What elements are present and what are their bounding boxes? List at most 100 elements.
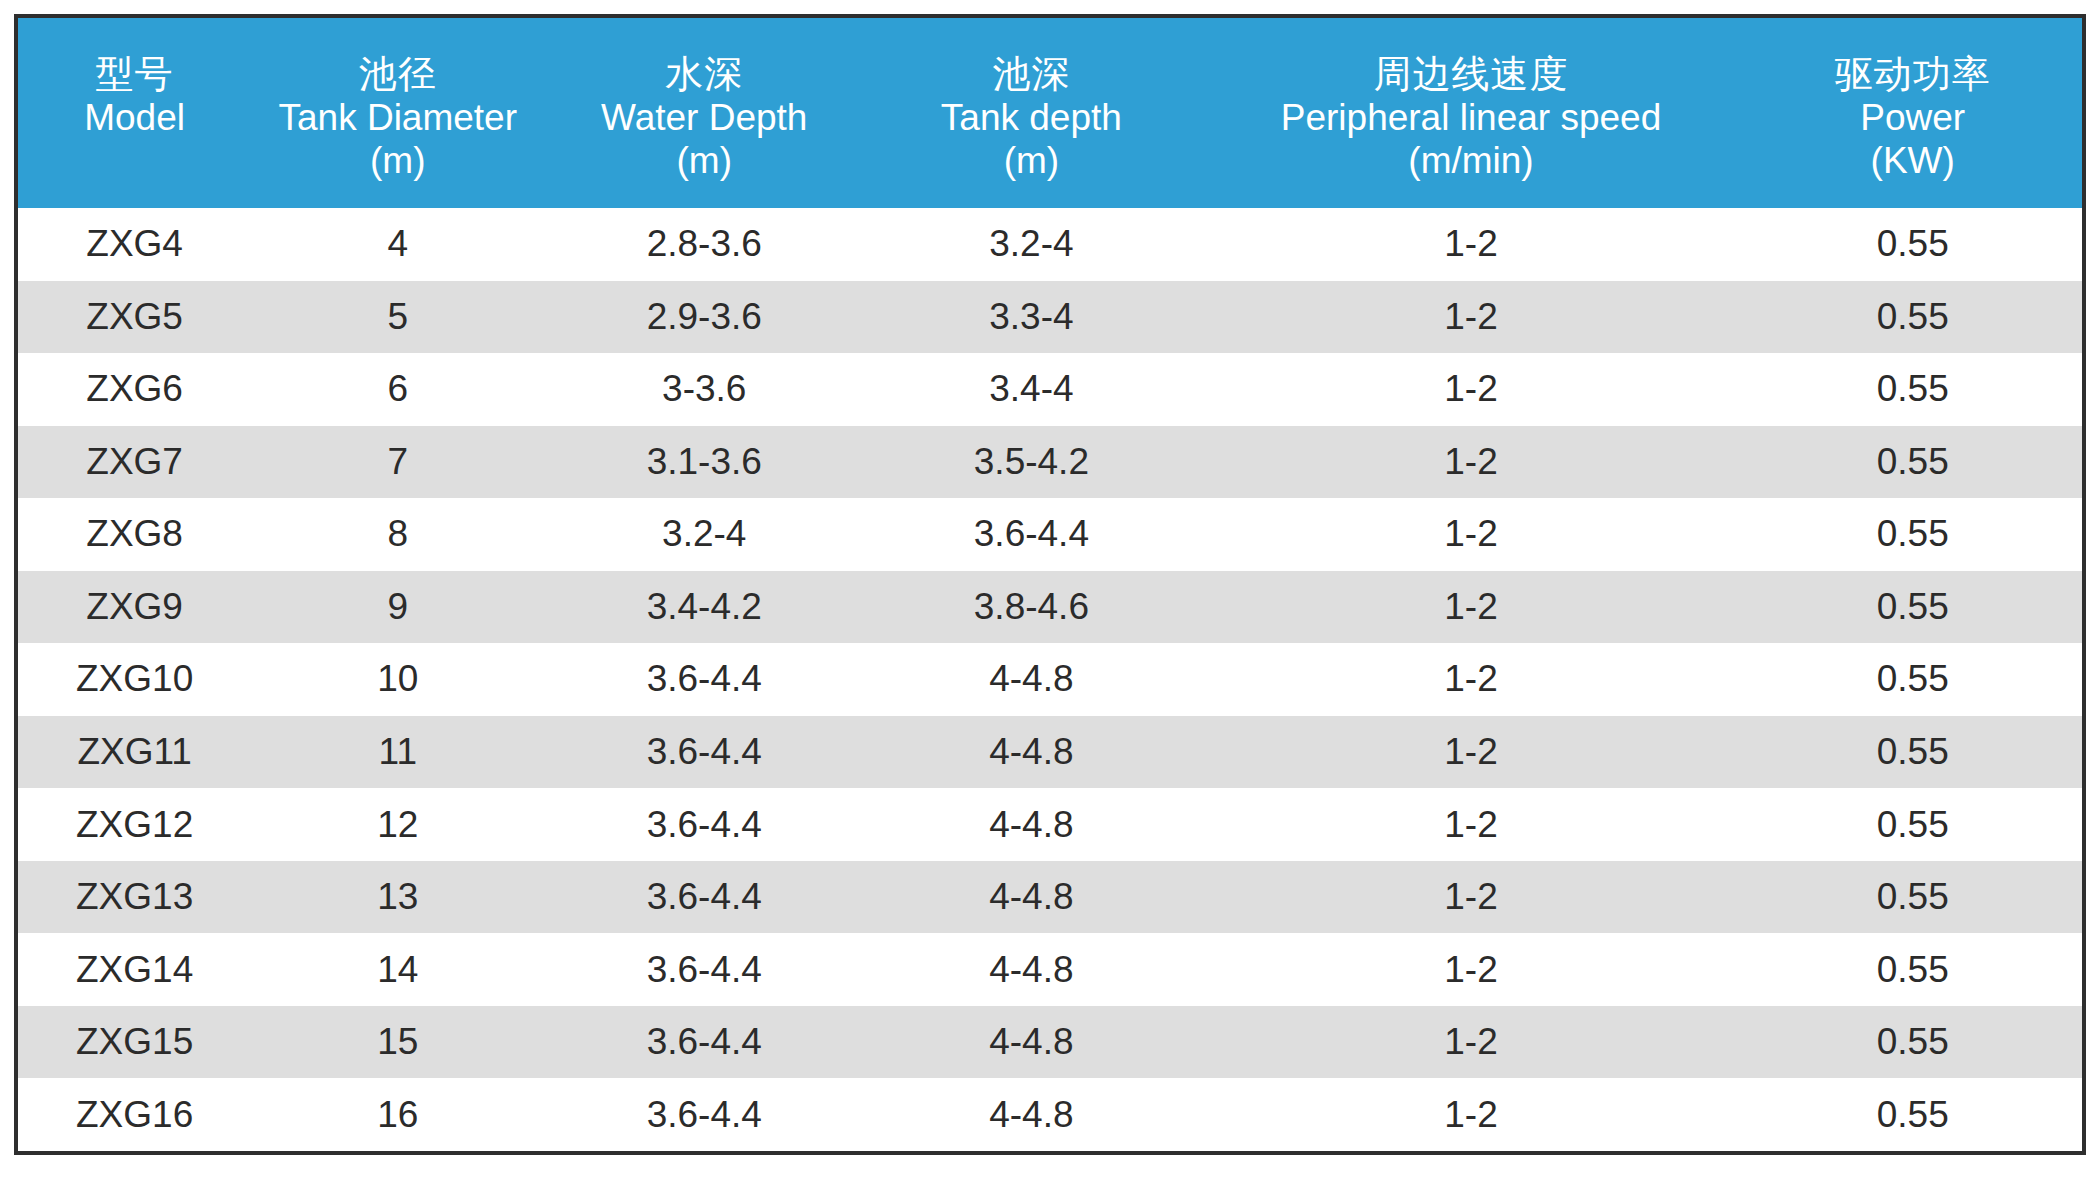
cell-tank-depth: 3.6-4.4 bbox=[864, 498, 1198, 571]
header-label-zh: 型号 bbox=[19, 52, 250, 96]
cell-power: 0.55 bbox=[1743, 281, 2082, 354]
cell-water-depth: 3.6-4.4 bbox=[544, 788, 864, 861]
cell-power: 0.55 bbox=[1743, 861, 2082, 934]
cell-tank-diameter: 16 bbox=[251, 1078, 544, 1151]
cell-water-depth: 2.9-3.6 bbox=[544, 281, 864, 354]
cell-model: ZXG4 bbox=[18, 208, 251, 281]
cell-peripheral-speed: 1-2 bbox=[1199, 1006, 1744, 1079]
cell-model: ZXG6 bbox=[18, 353, 251, 426]
cell-model: ZXG15 bbox=[18, 1006, 251, 1079]
cell-tank-diameter: 9 bbox=[251, 571, 544, 644]
cell-power: 0.55 bbox=[1743, 498, 2082, 571]
cell-tank-diameter: 6 bbox=[251, 353, 544, 426]
header-label-unit: (m) bbox=[545, 139, 863, 182]
cell-model: ZXG14 bbox=[18, 933, 251, 1006]
column-header-peripheral-speed: 周边线速度Peripheral linear speed(m/min) bbox=[1199, 18, 1744, 208]
cell-water-depth: 3.6-4.4 bbox=[544, 861, 864, 934]
table-row: ZXG15153.6-4.44-4.81-20.55 bbox=[18, 1006, 2082, 1079]
spec-table-frame: 型号Model池径Tank Diameter(m)水深Water Depth(m… bbox=[14, 14, 2086, 1155]
table-row: ZXG993.4-4.23.8-4.61-20.55 bbox=[18, 571, 2082, 644]
cell-model: ZXG11 bbox=[18, 716, 251, 789]
column-header-power: 驱动功率Power(KW) bbox=[1743, 18, 2082, 208]
cell-water-depth: 3.6-4.4 bbox=[544, 1078, 864, 1151]
cell-power: 0.55 bbox=[1743, 1078, 2082, 1151]
cell-tank-depth: 4-4.8 bbox=[864, 861, 1198, 934]
cell-peripheral-speed: 1-2 bbox=[1199, 716, 1744, 789]
cell-tank-depth: 4-4.8 bbox=[864, 1006, 1198, 1079]
cell-power: 0.55 bbox=[1743, 208, 2082, 281]
cell-power: 0.55 bbox=[1743, 716, 2082, 789]
cell-tank-depth: 3.2-4 bbox=[864, 208, 1198, 281]
header-label-unit: (m) bbox=[865, 139, 1197, 182]
cell-model: ZXG13 bbox=[18, 861, 251, 934]
table-row: ZXG13133.6-4.44-4.81-20.55 bbox=[18, 861, 2082, 934]
header-label-unit: (KW) bbox=[1744, 139, 2081, 182]
table-row: ZXG552.9-3.63.3-41-20.55 bbox=[18, 281, 2082, 354]
header-label-zh: 池径 bbox=[252, 52, 543, 96]
cell-tank-depth: 4-4.8 bbox=[864, 1078, 1198, 1151]
table-row: ZXG883.2-43.6-4.41-20.55 bbox=[18, 498, 2082, 571]
cell-peripheral-speed: 1-2 bbox=[1199, 788, 1744, 861]
spec-table: 型号Model池径Tank Diameter(m)水深Water Depth(m… bbox=[18, 18, 2082, 1151]
cell-water-depth: 3.6-4.4 bbox=[544, 933, 864, 1006]
cell-water-depth: 3.6-4.4 bbox=[544, 1006, 864, 1079]
cell-water-depth: 3.4-4.2 bbox=[544, 571, 864, 644]
table-row: ZXG12123.6-4.44-4.81-20.55 bbox=[18, 788, 2082, 861]
column-header-water-depth: 水深Water Depth(m) bbox=[544, 18, 864, 208]
cell-tank-depth: 3.8-4.6 bbox=[864, 571, 1198, 644]
cell-power: 0.55 bbox=[1743, 643, 2082, 716]
cell-model: ZXG8 bbox=[18, 498, 251, 571]
cell-power: 0.55 bbox=[1743, 426, 2082, 499]
cell-peripheral-speed: 1-2 bbox=[1199, 281, 1744, 354]
header-label-en: Power bbox=[1744, 96, 2081, 139]
cell-tank-diameter: 7 bbox=[251, 426, 544, 499]
cell-power: 0.55 bbox=[1743, 788, 2082, 861]
cell-tank-diameter: 15 bbox=[251, 1006, 544, 1079]
cell-peripheral-speed: 1-2 bbox=[1199, 643, 1744, 716]
cell-water-depth: 3.2-4 bbox=[544, 498, 864, 571]
header-label-zh: 池深 bbox=[865, 52, 1197, 96]
cell-peripheral-speed: 1-2 bbox=[1199, 498, 1744, 571]
header-label-zh: 周边线速度 bbox=[1200, 52, 1743, 96]
cell-model: ZXG9 bbox=[18, 571, 251, 644]
cell-model: ZXG10 bbox=[18, 643, 251, 716]
cell-model: ZXG7 bbox=[18, 426, 251, 499]
cell-water-depth: 3-3.6 bbox=[544, 353, 864, 426]
header-label-zh: 驱动功率 bbox=[1744, 52, 2081, 96]
table-header: 型号Model池径Tank Diameter(m)水深Water Depth(m… bbox=[18, 18, 2082, 208]
header-label-en: Model bbox=[19, 96, 250, 139]
cell-water-depth: 3.6-4.4 bbox=[544, 643, 864, 716]
cell-tank-diameter: 4 bbox=[251, 208, 544, 281]
cell-tank-depth: 3.5-4.2 bbox=[864, 426, 1198, 499]
table-row: ZXG14143.6-4.44-4.81-20.55 bbox=[18, 933, 2082, 1006]
cell-peripheral-speed: 1-2 bbox=[1199, 571, 1744, 644]
cell-power: 0.55 bbox=[1743, 1006, 2082, 1079]
table-row: ZXG663-3.63.4-41-20.55 bbox=[18, 353, 2082, 426]
cell-peripheral-speed: 1-2 bbox=[1199, 208, 1744, 281]
table-row: ZXG16163.6-4.44-4.81-20.55 bbox=[18, 1078, 2082, 1151]
cell-model: ZXG16 bbox=[18, 1078, 251, 1151]
cell-power: 0.55 bbox=[1743, 933, 2082, 1006]
cell-tank-depth: 3.3-4 bbox=[864, 281, 1198, 354]
table-body: ZXG442.8-3.63.2-41-20.55ZXG552.9-3.63.3-… bbox=[18, 208, 2082, 1151]
cell-water-depth: 3.1-3.6 bbox=[544, 426, 864, 499]
table-row: ZXG442.8-3.63.2-41-20.55 bbox=[18, 208, 2082, 281]
cell-peripheral-speed: 1-2 bbox=[1199, 933, 1744, 1006]
cell-tank-diameter: 13 bbox=[251, 861, 544, 934]
cell-peripheral-speed: 1-2 bbox=[1199, 861, 1744, 934]
column-header-tank-diameter: 池径Tank Diameter(m) bbox=[251, 18, 544, 208]
column-header-tank-depth: 池深Tank depth(m) bbox=[864, 18, 1198, 208]
cell-peripheral-speed: 1-2 bbox=[1199, 353, 1744, 426]
table-row: ZXG10103.6-4.44-4.81-20.55 bbox=[18, 643, 2082, 716]
header-label-unit: (m) bbox=[252, 139, 543, 182]
cell-tank-diameter: 10 bbox=[251, 643, 544, 716]
header-row: 型号Model池径Tank Diameter(m)水深Water Depth(m… bbox=[18, 18, 2082, 208]
cell-peripheral-speed: 1-2 bbox=[1199, 426, 1744, 499]
column-header-model: 型号Model bbox=[18, 18, 251, 208]
header-label-unit: (m/min) bbox=[1200, 139, 1743, 182]
cell-tank-depth: 4-4.8 bbox=[864, 643, 1198, 716]
cell-power: 0.55 bbox=[1743, 571, 2082, 644]
cell-tank-depth: 4-4.8 bbox=[864, 933, 1198, 1006]
table-row: ZXG773.1-3.63.5-4.21-20.55 bbox=[18, 426, 2082, 499]
cell-water-depth: 2.8-3.6 bbox=[544, 208, 864, 281]
